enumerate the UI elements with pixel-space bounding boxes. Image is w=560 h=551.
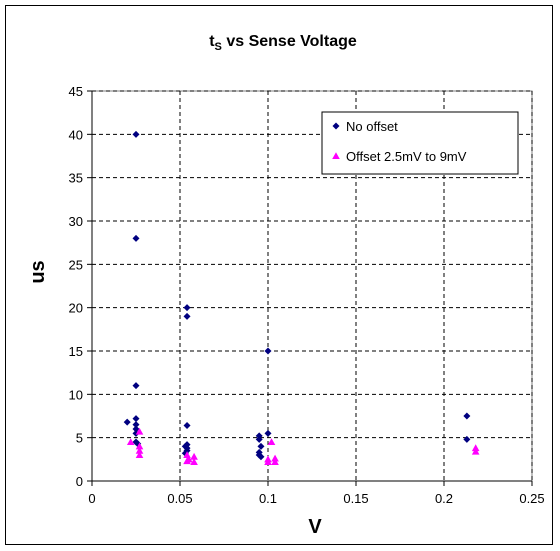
chart-title-rest: vs Sense Voltage xyxy=(222,33,357,50)
x-tick-label: 0.1 xyxy=(259,491,277,506)
y-tick-label: 40 xyxy=(69,127,83,142)
x-axis-label: V xyxy=(308,516,322,538)
y-tick-label: 15 xyxy=(69,344,83,359)
y-tick-label: 25 xyxy=(69,257,83,272)
x-tick-label: 0.2 xyxy=(435,491,453,506)
y-axis-label: us xyxy=(27,260,49,283)
x-tick-label: 0.25 xyxy=(519,491,544,506)
legend-label: No offset xyxy=(346,119,398,134)
y-tick-label: 20 xyxy=(69,301,83,316)
y-tick-label: 5 xyxy=(76,431,83,446)
y-tick-label: 0 xyxy=(76,474,83,489)
x-tick-label: 0 xyxy=(88,491,95,506)
y-tick-label: 10 xyxy=(69,387,83,402)
x-tick-label: 0.15 xyxy=(343,491,368,506)
y-tick-labels: 0 5 10 15 20 25 30 35 40 45 xyxy=(69,84,83,489)
legend-label: Offset 2.5mV to 9mV xyxy=(346,149,467,164)
x-tick-labels: 0 0.05 0.1 0.15 0.2 0.25 xyxy=(88,491,544,506)
x-tick-label: 0.05 xyxy=(167,491,192,506)
y-tick-label: 45 xyxy=(69,84,83,99)
chart-title-subscript: S xyxy=(215,41,222,53)
y-tick-label: 30 xyxy=(69,214,83,229)
chart-title: tS vs Sense Voltage xyxy=(209,33,357,53)
y-tick-label: 35 xyxy=(69,171,83,186)
legend: No offset Offset 2.5mV to 9mV xyxy=(322,112,518,174)
